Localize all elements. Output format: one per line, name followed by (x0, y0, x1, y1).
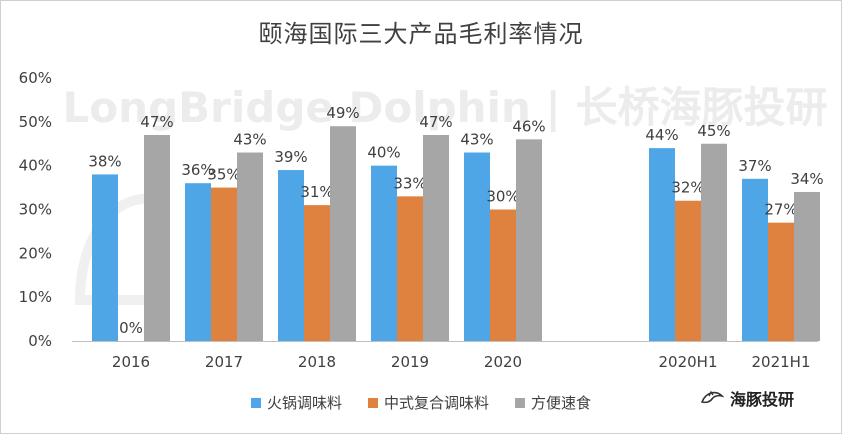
data-label: 27% (764, 201, 797, 219)
legend-swatch-instant (515, 397, 525, 408)
legend-swatch-compound (367, 397, 378, 408)
bar-2-2016 (144, 134, 170, 341)
bar-0-2016 (92, 174, 118, 341)
data-label: 32% (671, 179, 704, 197)
bar-2-2018 (330, 126, 356, 341)
data-label: 49% (326, 104, 359, 122)
data-label: 46% (512, 117, 545, 135)
bar-1-2020 (490, 209, 516, 341)
x-tick-label: 2021H1 (752, 353, 811, 371)
data-label: 34% (790, 170, 823, 188)
bar-2-2019 (423, 134, 449, 341)
chart-title: 颐海国际三大产品毛利率情况 (258, 20, 584, 48)
bar-0-2019 (371, 165, 397, 341)
data-label: 40% (367, 144, 400, 162)
bar-0-2020H1 (649, 148, 675, 341)
data-label: 30% (486, 188, 519, 206)
bar-1-2019 (397, 196, 423, 341)
data-label: 44% (645, 126, 678, 144)
data-label: 33% (393, 174, 426, 192)
bar-2-2021H1 (794, 191, 820, 341)
y-tick-label: 60% (19, 69, 52, 87)
legend-label-hotpot: 火锅调味料 (266, 394, 342, 412)
data-label: 39% (274, 148, 307, 166)
data-label: 31% (300, 183, 333, 201)
legend-swatch-hotpot (250, 397, 261, 408)
dolphin-icon (700, 390, 724, 404)
legend-item-compound: 中式复合调味料 (367, 392, 489, 413)
x-tick-label: 2020 (484, 353, 522, 371)
data-label: 43% (233, 131, 266, 149)
data-label: 0% (119, 319, 143, 337)
brand-name: 海豚投研 (730, 390, 795, 409)
data-label: 47% (140, 113, 173, 131)
x-tick-label: 2017 (205, 353, 243, 371)
y-tick-label: 0% (28, 332, 52, 350)
bar-2-2020 (516, 139, 542, 341)
x-tick-label: 2016 (112, 353, 150, 371)
bar-0-2021H1 (742, 178, 768, 341)
y-tick-label: 10% (19, 288, 52, 306)
watermark-text: LongBridge Dolphin | 长桥海豚投研 (63, 83, 828, 132)
data-label: 45% (697, 122, 730, 140)
data-label: 35% (207, 166, 240, 184)
y-tick-label: 50% (19, 113, 52, 131)
legend: 火锅调味料 中式复合调味料 方便速食 (0, 392, 842, 413)
y-tick-label: 40% (19, 157, 52, 175)
data-label: 36% (181, 161, 214, 179)
x-tick-label: 2020H1 (659, 353, 718, 371)
bar-1-2020H1 (675, 200, 701, 341)
data-label: 38% (88, 152, 121, 170)
bar-1-2021H1 (768, 222, 794, 341)
data-label: 37% (738, 157, 771, 175)
bar-0-2018 (278, 170, 304, 341)
bar-1-2018 (304, 205, 330, 341)
y-tick-label: 20% (19, 244, 52, 262)
legend-item-instant: 方便速食 (515, 392, 591, 413)
brand-mark: 海豚投研 (700, 386, 794, 410)
bar-0-2020 (464, 152, 490, 341)
legend-label-compound: 中式复合调味料 (383, 394, 489, 412)
x-tick-label: 2019 (391, 353, 429, 371)
y-tick-label: 30% (19, 201, 52, 219)
legend-label-instant: 方便速食 (531, 394, 592, 412)
data-label: 47% (419, 113, 452, 131)
bar-1-2017 (211, 187, 237, 341)
bar-0-2017 (185, 183, 211, 341)
bar-2-2017 (237, 152, 263, 341)
x-tick-label: 2018 (298, 353, 336, 371)
legend-item-hotpot: 火锅调味料 (250, 392, 342, 413)
bar-2-2020H1 (701, 143, 727, 341)
data-label: 43% (460, 131, 493, 149)
